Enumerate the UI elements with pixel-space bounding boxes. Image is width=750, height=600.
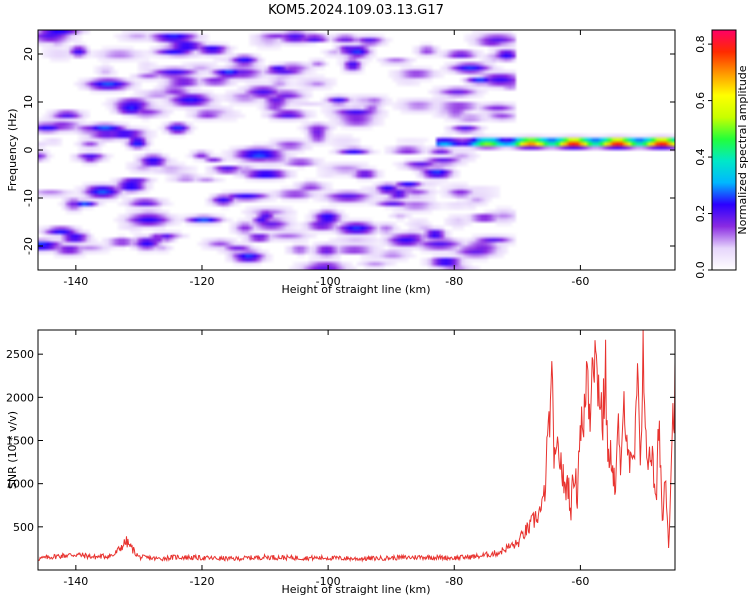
x-tick-label: -140 <box>63 275 88 288</box>
spectrogram-y-label: Frequency (Hz) <box>6 109 19 192</box>
x-tick-label: -120 <box>189 275 214 288</box>
colorbar-label: Normalized spectral amplitude <box>736 65 749 234</box>
y-tick-label: 1500 <box>6 435 34 448</box>
snr-line <box>37 329 676 563</box>
x-tick-label: -120 <box>189 575 214 588</box>
x-tick-label: -100 <box>316 575 341 588</box>
y-tick-label: 10 <box>22 95 35 109</box>
snr-x-ticks: -140 -120 -100 -80 -60 <box>63 330 589 588</box>
y-tick-label: 2500 <box>6 348 34 361</box>
snr-y-ticks: 500 1000 1500 2000 2500 <box>6 348 675 534</box>
colorbar-gradient <box>712 30 736 270</box>
y-tick-label: 1000 <box>6 478 34 491</box>
colorbar-tick-label: 0.8 <box>694 35 707 53</box>
colorbar-tick-label: 0.2 <box>694 205 707 223</box>
colorbar-tick-label: 0.0 <box>694 261 707 279</box>
spectrogram-y-ticks: -20 -10 0 10 20 <box>22 47 675 255</box>
colorbar-ticks: 0.0 0.2 0.4 0.6 0.8 <box>694 35 712 279</box>
x-tick-label: -60 <box>571 575 589 588</box>
colorbar-tick-label: 0.6 <box>694 92 707 110</box>
x-tick-label: -80 <box>445 575 463 588</box>
x-tick-label: -140 <box>63 575 88 588</box>
x-tick-label: -60 <box>571 275 589 288</box>
snr-series <box>37 329 676 563</box>
y-tick-label: 0 <box>22 147 35 154</box>
y-tick-label: -20 <box>22 237 35 255</box>
y-tick-label: 20 <box>22 47 35 61</box>
snr-x-label: Height of straight line (km) <box>281 583 430 596</box>
spectrogram-heatmap <box>38 30 675 270</box>
figure-title: KOM5.2024.109.03.13.G17 <box>268 3 444 18</box>
y-tick-label: -10 <box>22 189 35 207</box>
snr-y-label: SNR (10 * v/v) <box>6 411 19 489</box>
snr-panel: -140 -120 -100 -80 -60 500 1000 1500 2000 2500 H… <box>6 329 676 596</box>
spectrogram-x-ticks: -140 -120 -100 -80 -60 <box>63 30 589 288</box>
x-tick-label: -80 <box>445 275 463 288</box>
colorbar-frame <box>711 29 737 271</box>
y-tick-label: 2000 <box>6 391 34 404</box>
x-tick-label: -100 <box>316 275 341 288</box>
spectrogram-x-label: Height of straight line (km) <box>281 283 430 296</box>
y-tick-label: 500 <box>13 521 34 534</box>
colorbar-tick-label: 0.4 <box>694 148 707 166</box>
snr-frame <box>37 329 676 571</box>
colorbar: 0.0 0.2 0.4 0.6 0.8 Normalized spectral ampl… <box>694 29 749 279</box>
